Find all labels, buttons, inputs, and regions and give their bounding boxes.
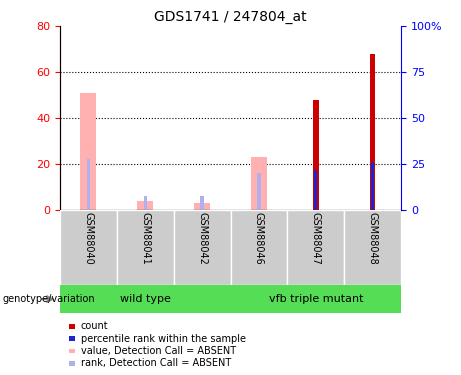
Bar <box>117 210 174 285</box>
Bar <box>137 201 153 210</box>
Bar <box>194 203 210 210</box>
Title: GDS1741 / 247804_at: GDS1741 / 247804_at <box>154 10 307 24</box>
Bar <box>143 196 147 210</box>
Bar <box>371 162 374 210</box>
Text: GSM88042: GSM88042 <box>197 212 207 265</box>
Text: GSM88041: GSM88041 <box>140 212 150 265</box>
Bar <box>201 196 204 210</box>
Bar <box>60 285 230 313</box>
Bar <box>257 173 260 210</box>
Text: value, Detection Call = ABSENT: value, Detection Call = ABSENT <box>81 346 236 356</box>
Bar <box>314 170 318 210</box>
Bar <box>230 210 287 285</box>
Bar <box>344 210 401 285</box>
Text: wild type: wild type <box>120 294 171 304</box>
Text: genotype/variation: genotype/variation <box>2 294 95 304</box>
Text: percentile rank within the sample: percentile rank within the sample <box>81 334 246 344</box>
Text: count: count <box>81 321 108 331</box>
Bar <box>251 157 267 210</box>
Text: vfb triple mutant: vfb triple mutant <box>269 294 363 304</box>
Bar <box>313 100 319 210</box>
Bar <box>370 54 375 210</box>
Bar <box>174 210 230 285</box>
Bar <box>287 210 344 285</box>
Text: GSM88047: GSM88047 <box>311 212 321 265</box>
Text: GSM88048: GSM88048 <box>367 212 378 265</box>
Text: rank, Detection Call = ABSENT: rank, Detection Call = ABSENT <box>81 358 231 368</box>
Text: GSM88046: GSM88046 <box>254 212 264 265</box>
Text: GSM88040: GSM88040 <box>83 212 94 265</box>
Bar <box>60 210 117 285</box>
Bar <box>80 93 96 210</box>
Bar <box>87 159 90 210</box>
Bar <box>230 285 401 313</box>
